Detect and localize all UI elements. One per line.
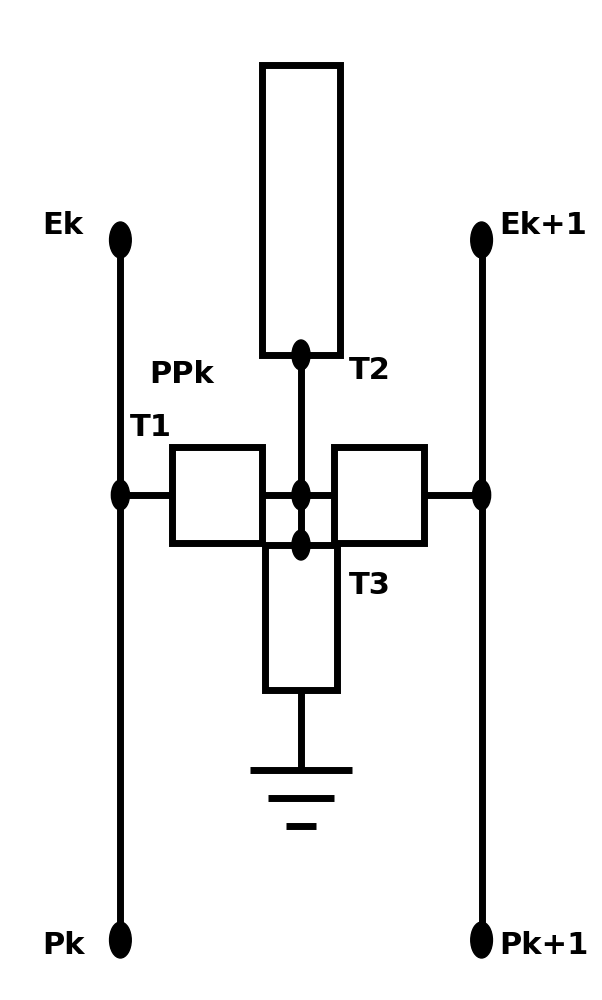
Circle shape bbox=[471, 922, 492, 958]
Bar bbox=[265, 545, 337, 690]
Bar bbox=[172, 447, 262, 543]
Circle shape bbox=[292, 530, 310, 560]
Circle shape bbox=[110, 922, 131, 958]
Bar bbox=[334, 447, 424, 543]
Circle shape bbox=[111, 480, 129, 510]
Text: PPk: PPk bbox=[149, 360, 214, 389]
Circle shape bbox=[292, 340, 310, 370]
Text: T2: T2 bbox=[349, 356, 391, 385]
Circle shape bbox=[110, 222, 131, 258]
Text: Pk: Pk bbox=[42, 930, 85, 960]
Text: T1: T1 bbox=[129, 413, 172, 442]
Text: T3: T3 bbox=[349, 570, 391, 599]
Circle shape bbox=[473, 480, 491, 510]
Text: Pk+1: Pk+1 bbox=[500, 930, 589, 960]
Text: Ek: Ek bbox=[42, 211, 83, 239]
Circle shape bbox=[471, 222, 492, 258]
Text: Ek+1: Ek+1 bbox=[500, 211, 588, 239]
Circle shape bbox=[292, 480, 310, 510]
Bar bbox=[262, 65, 340, 355]
